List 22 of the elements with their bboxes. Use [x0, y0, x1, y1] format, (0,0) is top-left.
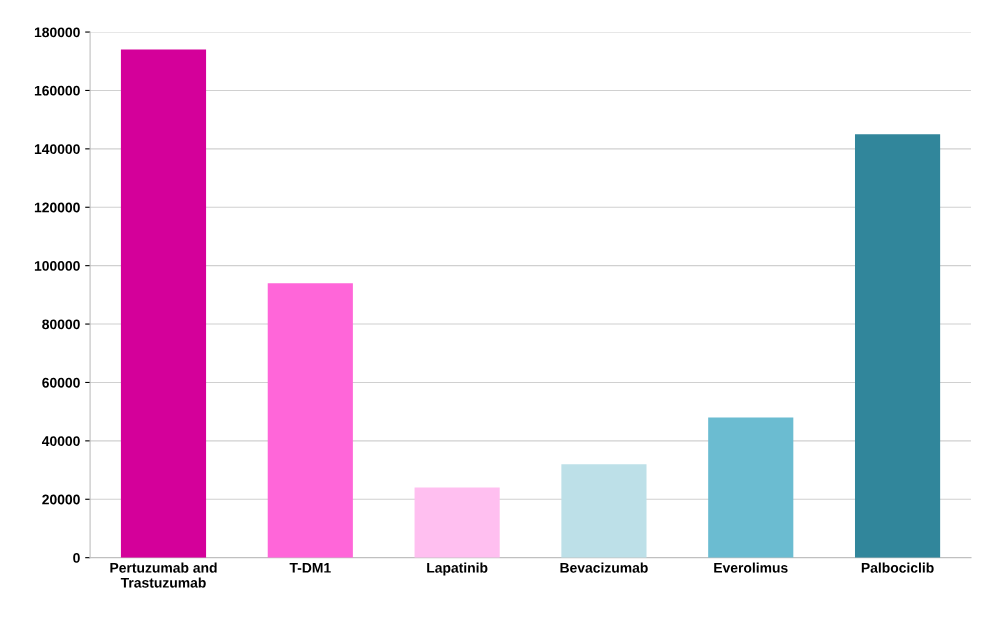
bar [708, 417, 794, 558]
y-tick-label: 0 [73, 553, 80, 563]
y-tick-label: 60000 [42, 377, 80, 388]
y-tick-label: 20000 [42, 494, 80, 505]
y-tick-label: 100000 [34, 260, 80, 271]
bar [561, 464, 647, 558]
y-tick-label: 160000 [34, 85, 80, 96]
y-tick-label: 40000 [41, 436, 80, 447]
bar [120, 49, 207, 558]
x-tick-label: Everolimus [714, 562, 788, 573]
x-tick-label: Bevacizumab [560, 562, 648, 573]
bar [267, 283, 353, 558]
bar [854, 134, 941, 558]
x-tick-label: Palbociclib [861, 562, 934, 573]
x-tick-label: Pertuzumab and Trastuzumab [110, 562, 217, 588]
x-tick-label: Lapatinib [427, 562, 488, 576]
y-tick-label: 80000 [42, 319, 80, 330]
x-tick-label: T-DM1 [289, 563, 331, 573]
y-tick-label: 140000 [34, 144, 80, 155]
y-tick-label: 120000 [34, 202, 80, 213]
y-tick-label: 180000 [34, 27, 80, 38]
bar [414, 487, 500, 558]
